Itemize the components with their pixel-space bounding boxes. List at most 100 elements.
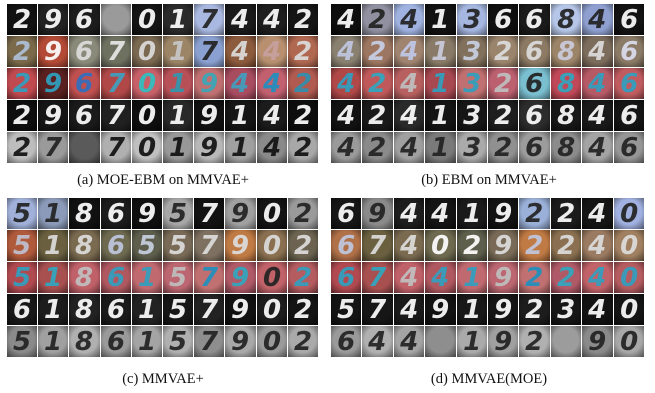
sample-image: 3 xyxy=(456,100,487,131)
digit-label: 8 xyxy=(557,133,575,163)
digit-label: 4 xyxy=(262,101,281,131)
sample-image: 1 xyxy=(425,4,456,35)
digit-label: 5 xyxy=(169,295,187,325)
digit-label: 8 xyxy=(557,101,575,131)
digit-label: 1 xyxy=(138,327,156,357)
digit-label: 8 xyxy=(75,327,93,357)
digit-label: 2 xyxy=(294,231,312,261)
sample-image: 2 xyxy=(7,36,38,67)
digit-label: 9 xyxy=(588,327,606,357)
sample-image: 6 xyxy=(613,4,644,35)
digit-label: 4 xyxy=(230,69,249,99)
sample-image: 4 xyxy=(362,326,393,357)
sample-image: 4 xyxy=(225,4,256,35)
sample-image: 9 xyxy=(488,198,519,229)
digit-label: 4 xyxy=(399,133,418,163)
digit-label: 9 xyxy=(231,199,249,229)
digit-label: 4 xyxy=(230,5,249,35)
sample-image: 4 xyxy=(256,4,287,35)
sample-image: 2 xyxy=(519,262,550,293)
digit-label: 4 xyxy=(430,263,449,293)
digit-label: 9 xyxy=(44,101,62,131)
sample-image: 4 xyxy=(582,36,613,67)
digit-label: 9 xyxy=(494,231,512,261)
digit-label: 1 xyxy=(138,263,156,293)
sample-image: 6 xyxy=(519,36,550,67)
digit-label: 0 xyxy=(620,199,638,229)
sample-image: 0 xyxy=(425,230,456,261)
digit-label: 9 xyxy=(494,263,512,293)
digit-label: 7 xyxy=(200,199,219,229)
digit-label: 9 xyxy=(44,5,62,35)
sample-image: 3 xyxy=(550,294,582,325)
sample-image: 8 xyxy=(69,198,100,229)
digit-label: 6 xyxy=(620,5,638,35)
sample-image: 9 xyxy=(488,326,519,357)
sample-image: 9 xyxy=(488,262,519,293)
sample-image: 4 xyxy=(393,4,425,35)
sample-image: 4 xyxy=(331,4,362,35)
sample-image: 5 xyxy=(7,230,38,261)
sample-image: 7 xyxy=(100,100,131,131)
digit-label: 0 xyxy=(620,231,638,261)
digit-label: 0 xyxy=(620,295,638,325)
digit-label: 1 xyxy=(44,263,62,293)
sample-image: 0 xyxy=(131,100,162,131)
digit-label: 1 xyxy=(169,133,187,163)
digit-label: 0 xyxy=(431,231,449,261)
digit-label: 1 xyxy=(169,101,187,131)
digit-label: 4 xyxy=(587,5,606,35)
sample-image: 0 xyxy=(613,198,644,229)
sample-image: 9 xyxy=(38,100,69,131)
sample-image: 7 xyxy=(194,198,225,229)
digit-label: 4 xyxy=(399,327,418,357)
sample-image: 1 xyxy=(38,262,69,293)
sample-image xyxy=(69,132,100,163)
sample-image: 1 xyxy=(163,36,194,67)
sample-image: 4 xyxy=(256,68,287,99)
sample-image: 2 xyxy=(519,326,550,357)
digit-label: 7 xyxy=(200,295,219,325)
sample-image: 6 xyxy=(331,326,362,357)
digit-label: 1 xyxy=(44,231,62,261)
sample-image: 0 xyxy=(131,68,162,99)
digit-label: 1 xyxy=(44,295,62,325)
digit-label: 8 xyxy=(75,199,93,229)
digit-label: 2 xyxy=(494,69,512,99)
sample-image: 5 xyxy=(163,326,194,357)
digit-label: 7 xyxy=(369,263,388,293)
digit-label: 9 xyxy=(44,69,62,99)
digit-label: 0 xyxy=(138,101,156,131)
digit-label: 2 xyxy=(13,5,31,35)
sample-image: 2 xyxy=(287,132,318,163)
digit-label: 2 xyxy=(369,133,387,163)
digit-label: 4 xyxy=(399,37,418,67)
digit-label: 8 xyxy=(75,263,93,293)
sample-image: 5 xyxy=(7,326,38,357)
digit-label: 2 xyxy=(294,327,312,357)
sample-image: 2 xyxy=(550,230,582,261)
digit-label: 5 xyxy=(138,231,156,261)
digit-label: 4 xyxy=(262,37,281,67)
sample-image: 8 xyxy=(550,4,582,35)
digit-label: 2 xyxy=(494,133,512,163)
sample-image: 6 xyxy=(488,4,519,35)
sample-image: 9 xyxy=(225,294,256,325)
sample-image: 4 xyxy=(582,294,613,325)
digit-label: 7 xyxy=(107,69,126,99)
digit-label: 4 xyxy=(587,133,606,163)
digit-label: 8 xyxy=(557,5,575,35)
sample-image: 0 xyxy=(613,294,644,325)
digit-label: 4 xyxy=(399,5,418,35)
digit-label: 9 xyxy=(369,199,387,229)
sample-image: 2 xyxy=(362,68,393,99)
digit-label: 4 xyxy=(336,69,355,99)
sample-image: 9 xyxy=(362,198,393,229)
digit-label: 0 xyxy=(138,37,156,67)
sample-image: 6 xyxy=(331,198,362,229)
sample-image: 6 xyxy=(331,262,362,293)
sample-image: 0 xyxy=(256,198,287,229)
sample-image: 2 xyxy=(519,198,550,229)
